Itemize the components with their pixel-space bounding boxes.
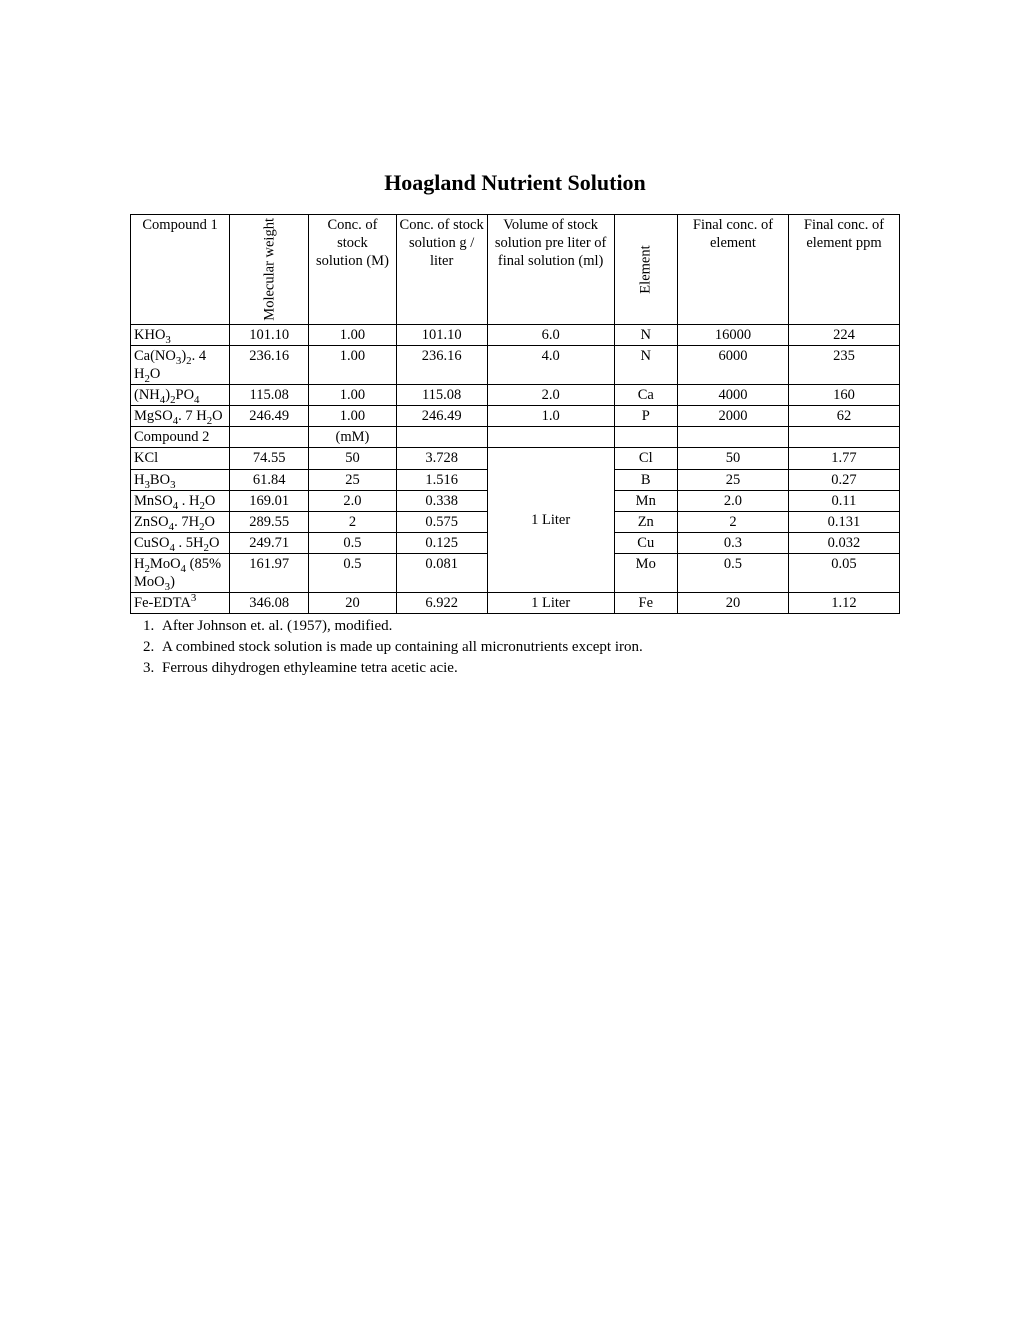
footnote-item: Ferrous dihydrogen ethyleamine tetra ace…	[158, 658, 900, 679]
table-row: MgSO4. 7 H2O246.491.00246.491.0P200062	[131, 406, 900, 427]
footnote-item: A combined stock solution is made up con…	[158, 637, 900, 658]
col-concM: Conc. of stock solution (M)	[309, 215, 396, 325]
table-row: Ca(NO3)2. 4 H2O236.161.00236.164.0N60002…	[131, 345, 900, 384]
page-title: Hoagland Nutrient Solution	[130, 170, 900, 196]
table-row: (NH4)2PO4115.081.00115.082.0Ca4000160	[131, 385, 900, 406]
col-compound: Compound 1	[131, 215, 230, 325]
merged-volume: 1 Liter	[487, 448, 614, 593]
footnotes: After Johnson et. al. (1957), modified.A…	[130, 616, 900, 679]
col-concG: Conc. of stock solution g / liter	[396, 215, 487, 325]
col-vol: Volume of stock solution pre liter of fi…	[487, 215, 614, 325]
table-row: Fe-EDTA3346.08206.9221 LiterFe201.12	[131, 593, 900, 614]
col-element: Element	[614, 215, 677, 325]
nutrient-table: Compound 1Molecular weightConc. of stock…	[130, 214, 900, 614]
table-row: KCl74.55503.7281 LiterCl501.77	[131, 448, 900, 469]
footnote-item: After Johnson et. al. (1957), modified.	[158, 616, 900, 637]
col-ppm: Final conc. of element ppm	[788, 215, 899, 325]
col-finalconc: Final conc. of element	[677, 215, 788, 325]
section-divider: Compound 2(mM)	[131, 427, 900, 448]
col-molweight: Molecular weight	[230, 215, 309, 325]
table-row: KHO3101.101.00101.106.0N16000224	[131, 324, 900, 345]
